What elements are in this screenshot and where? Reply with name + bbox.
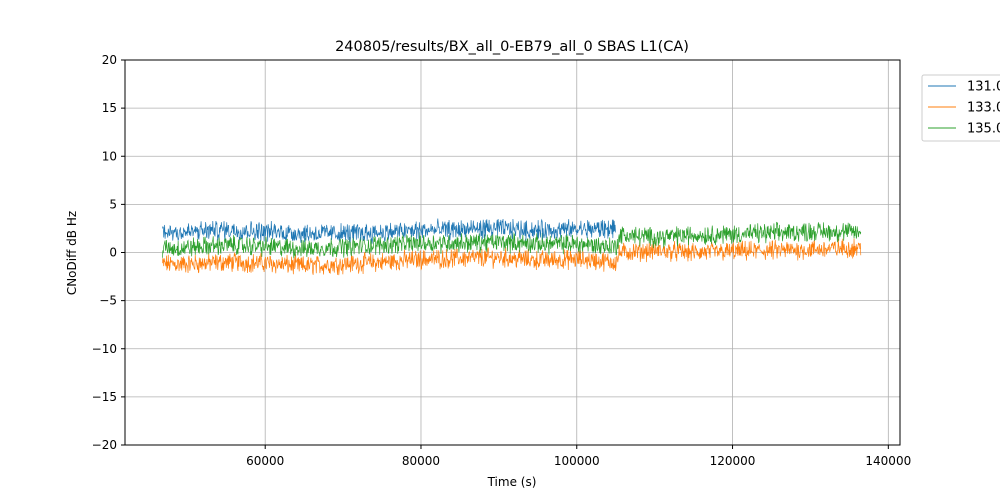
- y-axis-label: CNoDiff dB Hz: [65, 211, 79, 295]
- y-tick-label-6: 10: [102, 149, 117, 163]
- series-line-135.0: [162, 221, 862, 259]
- y-tick-label-3: −5: [99, 294, 117, 308]
- chart-title: 240805/results/BX_all_0-EB79_all_0 SBAS …: [335, 39, 689, 55]
- x-tick-label-3: 120000: [710, 454, 756, 468]
- y-tick-label-7: 15: [102, 101, 117, 115]
- legend: 131.0 133.0 135.0: [921, 74, 1000, 142]
- y-tick-label-0: −20: [92, 438, 117, 452]
- legend-entry-131.0: 131.0: [967, 80, 1000, 95]
- legend-entry-133.0: 133.0: [967, 101, 1000, 116]
- series-line-133.0: [162, 238, 862, 276]
- series-line-131.0: [162, 218, 616, 244]
- x-axis-label: Time (s): [487, 475, 537, 489]
- x-tick-label-1: 80000: [402, 454, 440, 468]
- x-tick-label-4: 140000: [865, 454, 911, 468]
- y-tick-label-2: −10: [92, 342, 117, 356]
- y-tick-label-4: 0: [109, 246, 117, 260]
- legend-box: [921, 74, 1000, 142]
- x-tick-label-2: 100000: [554, 454, 600, 468]
- legend-entry-135.0: 135.0: [967, 122, 1000, 137]
- series-layer: [162, 218, 862, 276]
- y-tick-label-8: 20: [102, 53, 117, 67]
- y-tick-label-1: −15: [92, 390, 117, 404]
- axis-ticks: 60000 80000 100000 120000 140000 −20 −15 −10 −5 0…: [92, 53, 912, 468]
- y-tick-label-5: 5: [109, 197, 117, 211]
- x-tick-label-0: 60000: [246, 454, 284, 468]
